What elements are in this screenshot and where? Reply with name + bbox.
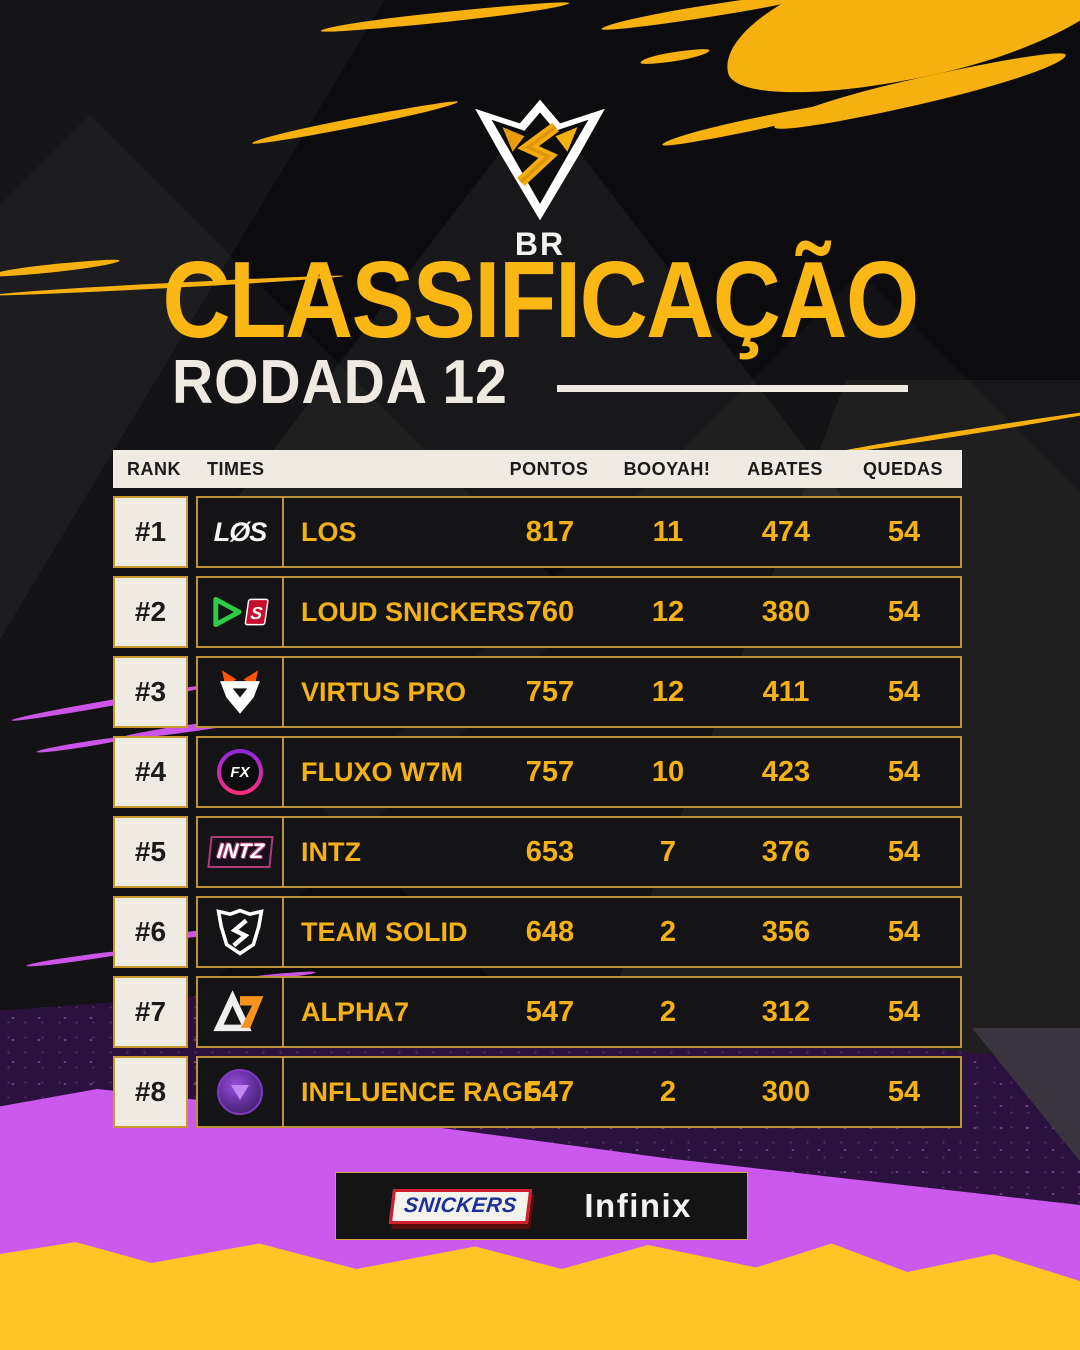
stat-quedas: 54 — [887, 1075, 921, 1108]
rank-badge: #3 — [113, 656, 188, 728]
team-name: LOS — [301, 516, 357, 547]
stat-quedas: 54 — [887, 675, 921, 708]
stat-pontos: 757 — [525, 675, 575, 708]
stat-pontos: 648 — [525, 915, 575, 948]
team-name: LOUD SNICKERS — [301, 596, 525, 627]
team-row-box: VIRTUS PRO 757 12 411 54 — [196, 656, 962, 728]
team-row-box: FX FLUXO W7M 757 10 423 54 — [196, 736, 962, 808]
header-pontos: PONTOS — [509, 458, 589, 479]
table-row: #6 TEAM SOLID 648 2 356 54 — [113, 896, 962, 968]
svg-text:S: S — [249, 603, 264, 623]
team-logo-fluxo-w7m-icon: FX — [198, 738, 284, 806]
stat-quedas: 54 — [887, 995, 921, 1028]
stat-abates: 380 — [761, 595, 811, 628]
team-logo-alpha7-icon — [198, 978, 284, 1046]
stat-quedas: 54 — [887, 755, 921, 788]
team-logo-influence-rage-icon — [198, 1058, 284, 1126]
rank-badge: #2 — [113, 576, 188, 648]
team-logo-los-icon: LØS — [198, 498, 284, 566]
team-row-box: INTZ INTZ 653 7 376 54 — [196, 816, 962, 888]
stat-abates: 356 — [761, 915, 811, 948]
divider-line — [557, 384, 908, 392]
team-row-box: ALPHA7 547 2 312 54 — [196, 976, 962, 1048]
header-booyah: BOOYAH! — [623, 458, 711, 479]
stat-abates: 423 — [761, 755, 811, 788]
rank-badge: #8 — [113, 1056, 188, 1128]
team-logo-loud-snickers-icon: S — [198, 578, 284, 646]
header-quedas: QUEDAS — [862, 458, 943, 479]
subtitle-row: RODADA 12 — [172, 352, 908, 414]
stat-abates: 474 — [761, 515, 811, 548]
stat-pontos: 547 — [525, 1075, 575, 1108]
team-name: INFLUENCE RAGE — [301, 1076, 542, 1107]
rank-badge: #4 — [113, 736, 188, 808]
stat-pontos: 760 — [525, 595, 575, 628]
stat-pontos: 653 — [525, 835, 575, 868]
stat-pontos: 817 — [525, 515, 575, 548]
stat-abates: 312 — [761, 995, 811, 1028]
infinix-logo: Infinix — [584, 1187, 693, 1224]
stat-quedas: 54 — [887, 835, 921, 868]
stat-booyah: 2 — [659, 915, 677, 948]
table-row: #1 LØS LOS 817 11 474 54 — [113, 496, 962, 568]
standings-table: RANK TIMES PONTOS BOOYAH! ABATES QUEDAS … — [113, 450, 962, 1128]
snickers-logo-icon: SNICKERS — [388, 1188, 532, 1224]
stat-quedas: 54 — [887, 515, 921, 548]
team-row-box: INFLUENCE RAGE 547 2 300 54 — [196, 1056, 962, 1128]
stat-booyah: 2 — [659, 995, 677, 1028]
team-row-box: TEAM SOLID 648 2 356 54 — [196, 896, 962, 968]
team-logo-team-solid-icon — [198, 898, 284, 966]
stat-booyah: 10 — [651, 755, 685, 788]
stat-pontos: 547 — [525, 995, 575, 1028]
table-row: #8 INFLUENCE RAGE 547 2 300 54 — [113, 1056, 962, 1128]
team-name: INTZ — [301, 836, 361, 867]
table-row: #5 INTZ INTZ 653 7 376 54 — [113, 816, 962, 888]
table-header: RANK TIMES PONTOS BOOYAH! ABATES QUEDAS — [113, 450, 962, 488]
rank-badge: #1 — [113, 496, 188, 568]
rank-badge: #5 — [113, 816, 188, 888]
stat-quedas: 54 — [887, 915, 921, 948]
team-name: TEAM SOLID — [301, 916, 468, 947]
team-row-box: S LOUD SNICKERS 760 12 380 54 — [196, 576, 962, 648]
page-title: CLASSIFICAÇÃO — [162, 239, 919, 361]
rank-badge: #7 — [113, 976, 188, 1048]
team-name: VIRTUS PRO — [301, 676, 467, 707]
team-logo-virtus-pro-icon — [198, 658, 284, 726]
table-row: #3 VIRTUS PRO 757 12 411 54 — [113, 656, 962, 728]
header-times: TIMES — [207, 458, 265, 479]
stat-pontos: 757 — [525, 755, 575, 788]
stat-abates: 376 — [761, 835, 811, 868]
header-rank: RANK — [127, 458, 181, 479]
region-badge: BR — [514, 226, 566, 262]
stat-abates: 411 — [762, 675, 810, 708]
table-row: #2 S LOUD SNICKERS 760 12 380 54 — [113, 576, 962, 648]
sponsor-bar: SNICKERS Infinix — [335, 1172, 748, 1240]
team-logo-intz-icon: INTZ — [198, 818, 284, 886]
stat-booyah: 7 — [659, 835, 677, 868]
stat-booyah: 12 — [651, 675, 685, 708]
stat-booyah: 2 — [659, 1075, 677, 1108]
table-row: #4 FX FLUXO W7M 757 10 423 54 — [113, 736, 962, 808]
team-name: FLUXO W7M — [301, 756, 463, 787]
header-abates: ABATES — [747, 458, 823, 479]
table-row: #7 ALPHA7 547 2 312 54 — [113, 976, 962, 1048]
stat-quedas: 54 — [887, 595, 921, 628]
round-label: RODADA 12 — [172, 348, 508, 417]
rank-badge: #6 — [113, 896, 188, 968]
stat-booyah: 12 — [651, 595, 685, 628]
crown-logo-icon — [475, 99, 605, 221]
stat-booyah: 11 — [652, 515, 684, 548]
stat-abates: 300 — [761, 1075, 811, 1108]
team-row-box: LØS LOS 817 11 474 54 — [196, 496, 962, 568]
event-emblem: BR — [0, 96, 1080, 263]
team-name: ALPHA7 — [301, 996, 410, 1027]
